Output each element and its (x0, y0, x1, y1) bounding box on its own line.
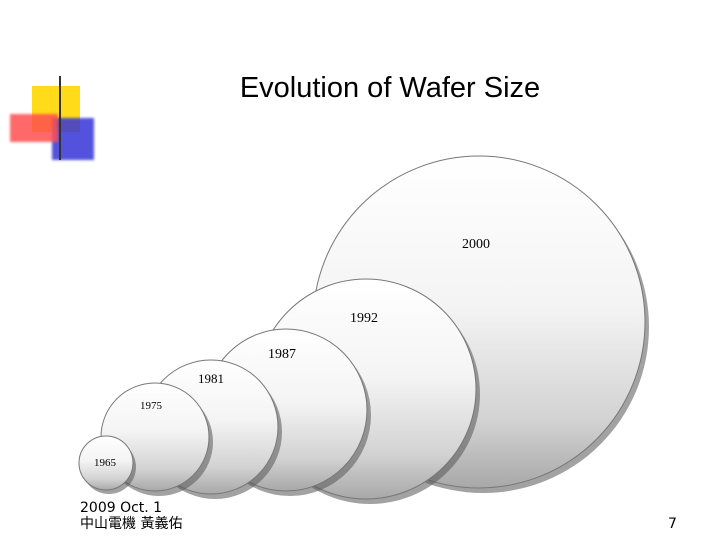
footer-date: 2009 Oct. 1 (80, 500, 163, 516)
footer-info: 2009 Oct. 1 中山電機 黃義佑 (80, 500, 182, 532)
deco-red-square (10, 114, 58, 142)
wafer-1975-label: 1975 (140, 400, 163, 412)
wafer-1981-label: 1981 (198, 371, 224, 386)
title-decoration (10, 76, 664, 160)
wafer-1992-label: 1992 (350, 311, 378, 326)
page-number: 7 (668, 516, 677, 532)
footer-author: 中山電機 黃義佑 (80, 516, 183, 532)
wafer-1987-label: 1987 (268, 347, 296, 362)
wafer-2000-label: 2000 (462, 237, 490, 252)
slide-title: Evolution of Wafer Size (239, 72, 541, 104)
wafer-1965-disc (78, 435, 134, 491)
wafer-1965: 1965 (78, 435, 136, 494)
wafer-1965-label: 1965 (94, 457, 117, 469)
